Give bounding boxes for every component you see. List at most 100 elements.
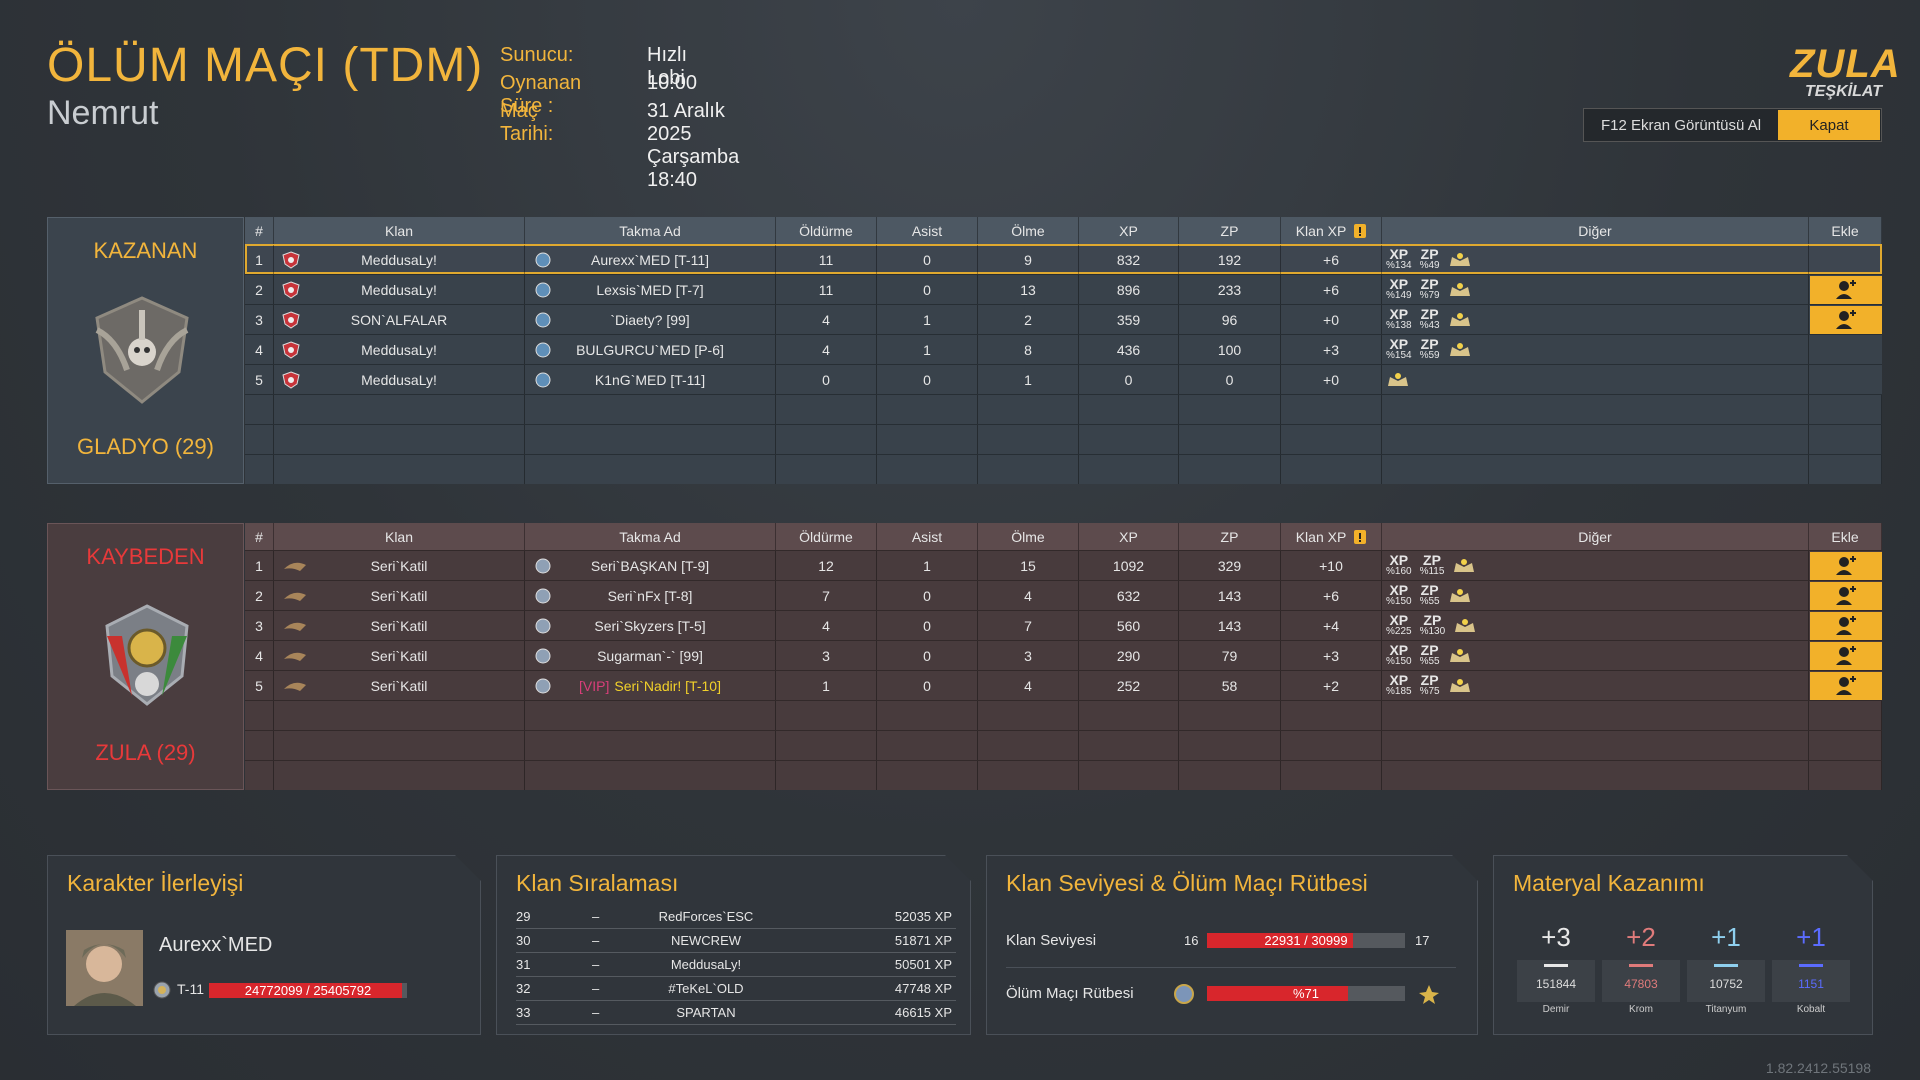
clan-name: MeddusaLy! (361, 341, 437, 358)
add-icon (1835, 646, 1857, 666)
table-cell: 12 (776, 551, 877, 580)
bonus: ZP %75 (1419, 673, 1440, 698)
icon-part (288, 257, 294, 263)
icon-part (74, 993, 136, 1006)
table-cell (776, 761, 877, 790)
icon-part (288, 317, 294, 323)
table-cell (274, 425, 525, 454)
table-cell: Aurexx`MED [T-11] (525, 245, 776, 274)
character-panel: Karakter İlerleyişi Aurexx`MED T-11 2477… (47, 855, 481, 1035)
table-cell (1809, 395, 1882, 424)
icon-part (1455, 618, 1476, 632)
icon-part (535, 372, 551, 388)
material-name: Kobalt (1796, 1004, 1826, 1015)
bonus-value: %75 (1419, 685, 1440, 697)
add-friend-button[interactable] (1810, 672, 1882, 700)
icon-part (1419, 985, 1439, 1004)
table-cell: XP %160 ZP %115 (1382, 551, 1809, 580)
logo-top: ZULA (1790, 42, 1901, 86)
clan-icon (282, 677, 308, 698)
player-row: 2 Seri`Katil Seri`nFx [T-8] 7 0 4 632 143 +6 XP %1… (245, 580, 1882, 610)
icon-part (1461, 558, 1468, 565)
nickname: Seri`Skyzers [T-5] (594, 617, 706, 634)
table-cell: 290 (1079, 641, 1179, 670)
table-cell: 4 (978, 671, 1079, 700)
progress-text: 22931 / 30999 (1264, 933, 1348, 948)
table-cell (1179, 395, 1281, 424)
add-friend-button[interactable] (1810, 276, 1882, 304)
material: +2 47803 Krom (1602, 922, 1680, 1022)
close-button[interactable]: Kapat (1778, 110, 1880, 140)
icon-part (535, 588, 551, 604)
table-cell (1382, 731, 1809, 760)
table-cell: 2 (245, 581, 274, 610)
clan-name: MeddusaLy! (361, 251, 437, 268)
table-cell (1281, 455, 1382, 484)
icon-part (1836, 556, 1856, 575)
rank-change: – (592, 909, 600, 924)
table-cell (877, 395, 978, 424)
icon-part (282, 341, 300, 359)
progress-bar: 24772099 / 25405792 (209, 983, 407, 998)
add-icon (1835, 616, 1857, 636)
table-cell: 0 (877, 641, 978, 670)
table-cell: 2 (978, 305, 1079, 334)
achievement-icon (1448, 648, 1472, 664)
clan-icon (282, 281, 300, 302)
add-friend-button[interactable] (1810, 552, 1882, 580)
table-cell (274, 731, 525, 760)
bonus: XP %150 (1386, 583, 1412, 608)
empty-row (245, 700, 1882, 730)
player-row: 1 Seri`Katil Seri`BAŞKAN [T-9] 12 1 15 1092 329… (245, 550, 1882, 580)
icon-part (1395, 372, 1401, 379)
add-friend-button[interactable] (1810, 612, 1882, 640)
table-cell (1809, 245, 1882, 274)
table-cell (877, 701, 978, 730)
icon-part (144, 347, 150, 353)
icon-part (1836, 294, 1852, 299)
table-cell: 1092 (1079, 551, 1179, 580)
rank-icon (152, 980, 172, 1000)
nickname: `Diaety? [99] (610, 311, 690, 328)
column-header: Ekle (1809, 523, 1882, 550)
material-total: 151844 (1535, 977, 1577, 991)
team-status: KAYBEDEN (86, 544, 205, 569)
clan-name: Seri`Katil (370, 677, 428, 694)
icon-part (1359, 539, 1362, 542)
table-cell: 1 (978, 365, 1079, 394)
table-cell (1809, 671, 1882, 700)
icon-part (1852, 586, 1854, 592)
icon-part (1354, 223, 1367, 238)
screenshot-button[interactable]: F12 Ekran Görüntüsü Al (1600, 116, 1762, 134)
icon-part (1456, 342, 1463, 349)
info-value: Hızlı Lobi (647, 44, 687, 89)
icon-part (135, 672, 159, 696)
empty-row (245, 730, 1882, 760)
rank-badge (533, 371, 553, 392)
empty-row (245, 394, 1882, 424)
clan-rank: 30 (516, 933, 531, 948)
table-cell (274, 395, 525, 424)
player-rank: T-11 (177, 981, 204, 997)
table-cell: 8 (978, 335, 1079, 364)
bonus: XP %154 (1386, 337, 1412, 362)
table-cell: 11 (776, 275, 877, 304)
add-friend-button[interactable] (1810, 642, 1882, 670)
material-total: 47803 (1624, 977, 1658, 991)
table-cell (1809, 551, 1882, 580)
bonus-label: XP (1389, 245, 1409, 262)
column-header: # (245, 523, 274, 550)
icon-part (1852, 646, 1854, 652)
icon-part (1836, 570, 1852, 575)
add-friend-button[interactable] (1810, 582, 1882, 610)
table-cell (525, 425, 776, 454)
table-cell: 4 (776, 305, 877, 334)
add-friend-button[interactable] (1810, 306, 1882, 334)
icon-part (1839, 311, 1849, 321)
bonus: ZP %59 (1420, 337, 1440, 362)
rank-badge (533, 587, 553, 608)
table-cell (1382, 455, 1809, 484)
icon-part (284, 562, 306, 571)
icon-part (284, 622, 306, 631)
clan-icon (282, 251, 300, 272)
